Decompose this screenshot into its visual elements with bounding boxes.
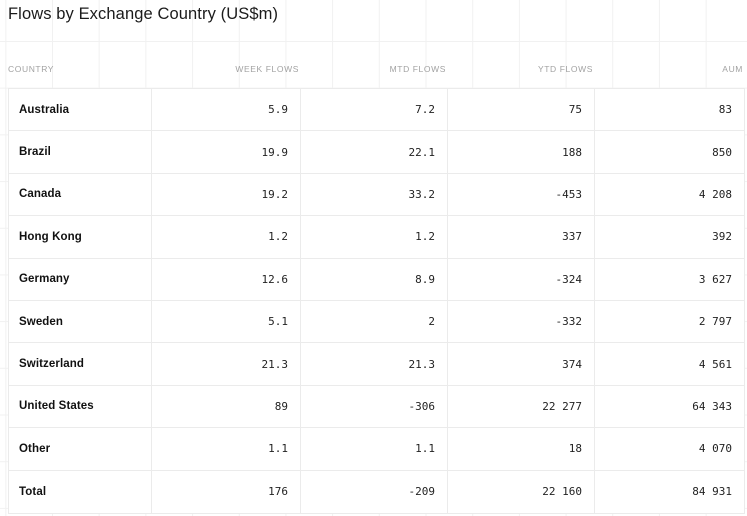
cell-aum: 4 561 xyxy=(698,357,732,371)
table-row-germany: Germany 12.6 8.9 -324 3 627 xyxy=(9,258,744,301)
cell-ytd-flows: 188 xyxy=(448,131,595,173)
cell-week-flows: 21.3 xyxy=(152,343,301,385)
cell-country: Total xyxy=(9,470,152,513)
cell-ytd-flows: 337 xyxy=(448,216,595,258)
cell-aum: 392 xyxy=(712,230,732,244)
cell-mtd-flows: 1.2 xyxy=(301,216,448,258)
cell-aum: 84 931 xyxy=(692,485,732,499)
cell-aum: 64 343 xyxy=(692,399,732,413)
table-row-other: Other 1.1 1.1 18 4 070 xyxy=(9,428,744,471)
cell-country: Other xyxy=(9,428,152,470)
cell-ytd-flows: -453 xyxy=(448,173,595,216)
table-row-australia: Australia 5.9 7.2 75 83 xyxy=(9,89,744,132)
cell-country: Switzerland xyxy=(9,343,152,385)
cell-mtd-flows: 1.1 xyxy=(301,428,448,470)
cell-country: Hong Kong xyxy=(9,216,152,258)
cell-aum: 4 070 xyxy=(698,442,732,456)
column-header-mtd-flows: MTD FLOWS xyxy=(389,64,446,74)
widget-title: Flows by Exchange Country (US$m) xyxy=(8,5,279,23)
cell-ytd-flows: 22 277 xyxy=(448,385,595,428)
cell-country: Brazil xyxy=(9,131,152,173)
cell-mtd-flows: -209 xyxy=(301,470,448,513)
table-row-united-states: United States 89 -306 22 277 64 343 xyxy=(9,385,744,429)
table-row-brazil: Brazil 19.9 22.1 188 850 xyxy=(9,131,744,174)
cell-mtd-flows: 21.3 xyxy=(301,343,448,385)
cell-mtd-flows: 22.1 xyxy=(301,131,448,173)
cell-ytd-flows: 18 xyxy=(448,428,595,470)
column-header-ytd-flows: YTD FLOWS xyxy=(538,64,593,74)
cell-week-flows: 89 xyxy=(152,385,301,428)
cell-ytd-flows: 22 160 xyxy=(448,470,595,513)
cell-aum: 83 xyxy=(718,103,732,117)
cell-aum: 850 xyxy=(712,145,732,159)
cell-ytd-flows: -324 xyxy=(448,258,595,300)
cell-mtd-flows: 2 xyxy=(301,300,448,343)
cell-country: Germany xyxy=(9,258,152,300)
cell-country: United States xyxy=(9,385,152,428)
cell-aum: 2 797 xyxy=(698,315,732,329)
flows-table: Australia 5.9 7.2 75 83 Brazil 19.9 22.1… xyxy=(8,88,745,514)
cell-mtd-flows: -306 xyxy=(301,385,448,428)
cell-country: Australia xyxy=(9,89,152,131)
cell-week-flows: 12.6 xyxy=(152,258,301,300)
cell-country: Canada xyxy=(9,173,152,216)
cell-week-flows: 1.1 xyxy=(152,428,301,470)
cell-week-flows: 5.1 xyxy=(152,300,301,343)
table-row-canada: Canada 19.2 33.2 -453 4 208 xyxy=(9,173,744,217)
cell-mtd-flows: 33.2 xyxy=(301,173,448,216)
cell-aum: 4 208 xyxy=(698,187,732,201)
cell-week-flows: 1.2 xyxy=(152,216,301,258)
column-header-country: COUNTRY xyxy=(8,64,55,74)
table-row-hong-kong: Hong Kong 1.2 1.2 337 392 xyxy=(9,216,744,259)
column-header-aum: AUM xyxy=(722,64,743,74)
table-row-sweden: Sweden 5.1 2 -332 2 797 xyxy=(9,300,744,344)
cell-ytd-flows: 374 xyxy=(448,343,595,385)
cell-country: Sweden xyxy=(9,300,152,343)
cell-ytd-flows: -332 xyxy=(448,300,595,343)
cell-week-flows: 5.9 xyxy=(152,89,301,131)
cell-mtd-flows: 8.9 xyxy=(301,258,448,300)
column-header-week-flows: WEEK FLOWS xyxy=(235,64,299,74)
cell-mtd-flows: 7.2 xyxy=(301,89,448,131)
cell-week-flows: 176 xyxy=(152,470,301,513)
cell-aum: 3 627 xyxy=(698,272,732,286)
cell-ytd-flows: 75 xyxy=(448,89,595,131)
table-row-total: Total 176 -209 22 160 84 931 xyxy=(9,470,744,513)
table-header-row: COUNTRY WEEK FLOWS MTD FLOWS YTD FLOWS A… xyxy=(8,64,745,74)
table-row-switzerland: Switzerland 21.3 21.3 374 4 561 xyxy=(9,343,744,386)
cell-week-flows: 19.2 xyxy=(152,173,301,216)
cell-week-flows: 19.9 xyxy=(152,131,301,173)
